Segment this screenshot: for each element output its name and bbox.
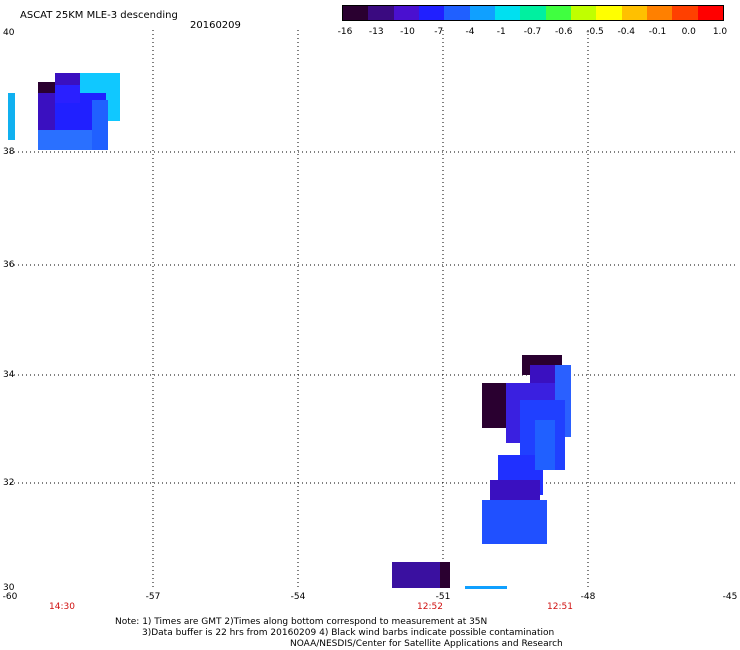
colorbar-segment	[368, 6, 394, 20]
lon-label: -51	[435, 592, 451, 602]
colorbar-segment	[343, 6, 369, 20]
colorbar-segment	[494, 6, 521, 20]
colorbar-segment	[393, 6, 419, 20]
time-label: 14:30	[49, 602, 75, 612]
colorbar-label: -0.7	[523, 27, 542, 37]
colorbar-label: -4	[465, 27, 475, 37]
colorbar-segment	[570, 6, 597, 20]
colorbar-label: -13	[368, 27, 384, 37]
colorbar	[342, 5, 724, 21]
lat-label: 32	[3, 478, 15, 488]
colorbar-label: 1.0	[712, 27, 728, 37]
colorbar-segment	[520, 6, 546, 20]
lon-label: -57	[145, 592, 161, 602]
colorbar-label: -16	[337, 27, 353, 37]
colorbar-label: -10	[400, 27, 415, 37]
colorbar-label: -0.6	[554, 27, 573, 37]
colorbar-segment	[646, 6, 673, 20]
time-label: 12:51	[547, 602, 573, 612]
colorbar-segment	[672, 6, 698, 20]
colorbar-segment	[469, 6, 495, 20]
lat-label: 38	[3, 147, 15, 157]
lat-label: 36	[3, 260, 15, 270]
time-label: 12:52	[417, 602, 443, 612]
map-date: 20160209	[190, 20, 241, 31]
lon-label: -60	[2, 592, 18, 602]
colorbar-label: -0.4	[617, 27, 636, 37]
note-line: Note: 1) Times are GMT 2)Times along bot…	[115, 617, 488, 627]
colorbar-segment	[545, 6, 571, 20]
grid-lines	[10, 30, 735, 590]
map-title: ASCAT 25KM MLE-3 descending	[20, 10, 178, 21]
colorbar-segment	[418, 6, 445, 20]
colorbar-label: -1	[496, 27, 506, 37]
note-line: NOAA/NESDIS/Center for Satellite Applica…	[290, 639, 563, 649]
lon-label: -48	[580, 592, 596, 602]
lon-label: -54	[290, 592, 306, 602]
colorbar-label: -7	[434, 27, 444, 37]
note-line: 3)Data buffer is 22 hrs from 20160209 4)…	[142, 628, 555, 638]
lat-label: 40	[3, 28, 15, 38]
colorbar-segment	[596, 6, 622, 20]
lon-label: -45	[722, 592, 738, 602]
wind-swaths	[8, 73, 571, 589]
colorbar-label: -0.5	[586, 27, 604, 37]
lat-label: 34	[3, 370, 15, 380]
colorbar-label: 0.0	[681, 27, 696, 37]
colorbar-segment	[621, 6, 647, 20]
colorbar-segment	[697, 6, 723, 20]
colorbar-segment	[444, 6, 470, 20]
colorbar-label: -0.1	[648, 27, 667, 37]
lat-label: 30	[3, 583, 15, 593]
